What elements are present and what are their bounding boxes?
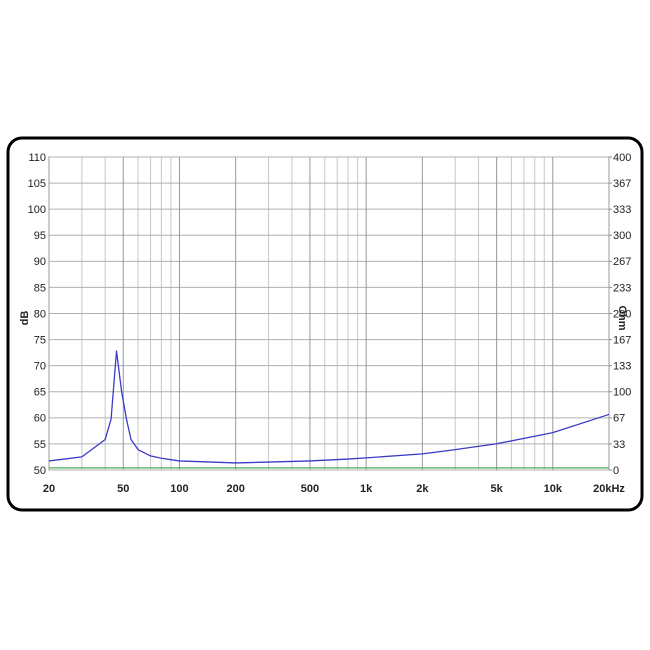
y2-tick-label: 0 xyxy=(613,465,619,477)
x-tick-label: 50 xyxy=(117,483,129,495)
y2-tick-label: 200 xyxy=(613,308,631,320)
y2-tick-label: 67 xyxy=(613,413,625,425)
y-axis-title: dB xyxy=(19,311,31,326)
x-tick-label: 1k xyxy=(360,483,373,495)
y2-tick-label: 267 xyxy=(613,256,631,268)
y-tick-label: 105 xyxy=(28,178,46,190)
x-tick-label: 500 xyxy=(301,483,319,495)
y-tick-label: 85 xyxy=(34,282,46,294)
y2-axis-title: Ohm xyxy=(616,305,628,330)
y2-tick-label: 167 xyxy=(613,334,631,346)
y2-tick-label: 233 xyxy=(613,282,631,294)
y-tick-label: 70 xyxy=(34,361,46,373)
y-tick-label: 75 xyxy=(34,334,46,346)
y-tick-label: 80 xyxy=(34,308,46,320)
y-tick-label: 65 xyxy=(34,387,46,399)
y2-tick-label: 100 xyxy=(613,387,631,399)
y2-tick-label: 333 xyxy=(613,204,631,216)
y-tick-label: 95 xyxy=(34,230,46,242)
y-tick-label: 55 xyxy=(34,439,46,451)
y-tick-label: 90 xyxy=(34,256,46,268)
y2-tick-label: 400 xyxy=(613,152,631,164)
y-tick-label: 50 xyxy=(34,465,46,477)
x-tick-label: 20 xyxy=(43,483,55,495)
x-tick-label: 100 xyxy=(170,483,188,495)
y2-tick-label: 133 xyxy=(613,361,631,373)
y2-tick-label: 33 xyxy=(613,439,625,451)
x-tick-label: 2k xyxy=(416,483,429,495)
y-tick-label: 110 xyxy=(28,152,46,164)
y-tick-label: 100 xyxy=(28,204,46,216)
x-tick-label: 10k xyxy=(544,483,563,495)
y2-tick-label: 300 xyxy=(613,230,631,242)
y-tick-label: 60 xyxy=(34,413,46,425)
series-line xyxy=(48,350,610,464)
x-tick-label: 200 xyxy=(226,483,244,495)
x-tick-label: 20kHz xyxy=(593,483,625,495)
x-tick-label: 5k xyxy=(490,483,503,495)
y2-tick-label: 367 xyxy=(613,178,631,190)
